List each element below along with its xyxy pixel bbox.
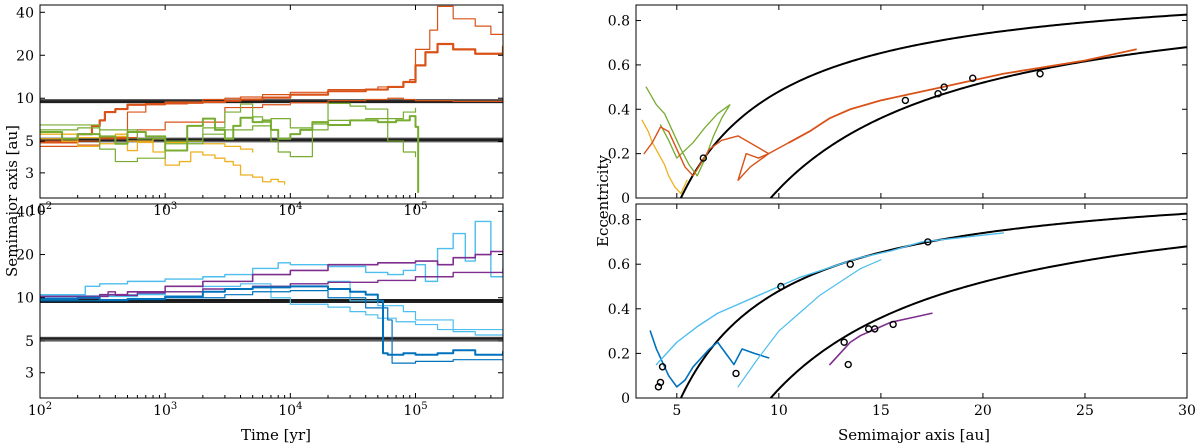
ecc-bottom-series-lightblue-2 xyxy=(737,259,882,388)
ecc-bottom-marker-8 xyxy=(844,360,852,369)
ecc-top-marker-2 xyxy=(934,90,942,98)
time-bottom-ytick-label-3: 20 xyxy=(16,248,34,264)
time-top-ytick-label-4: 40 xyxy=(16,5,34,21)
ecc-bottom-marker-5 xyxy=(846,260,854,268)
time-bottom-series-blue-1 xyxy=(40,285,503,356)
ecc-bottom-ytick-label-2: 0.4 xyxy=(608,302,630,318)
time-top-xtick-exponent-2: 4 xyxy=(296,201,302,212)
time-top-series-green-3 xyxy=(40,107,417,158)
time-top-xtick-exponent-1: 3 xyxy=(171,201,177,212)
ecc-bottom-series-lightblue xyxy=(655,232,1005,366)
ecc-top-marker-5 xyxy=(1036,70,1044,78)
ecc-top-perihelion-curve-0 xyxy=(680,13,1187,198)
time-top-xtick-exponent-0: 2 xyxy=(46,201,52,212)
time-bottom-series-blue-2 xyxy=(40,290,503,364)
ecc-bottom-marker-9 xyxy=(864,325,873,333)
time-top-ytick-label-3: 20 xyxy=(16,48,34,64)
ecc-bottom-perihelion-curve-0 xyxy=(680,212,1187,398)
time-bottom-xtick-exponent-2: 4 xyxy=(296,401,302,412)
ecc-bottom-xtick-label-1: 10 xyxy=(770,403,788,419)
ecc-bottom-marker-2 xyxy=(658,363,667,371)
ecc-top-ytick-label-2: 0.4 xyxy=(608,102,630,118)
ecc-top-marker-4 xyxy=(969,74,977,82)
ecc-top-marker-1 xyxy=(901,96,910,105)
left-x-axis-label: Time [yr] xyxy=(241,426,311,444)
time-bottom-xtick-label-3: 105 xyxy=(403,401,427,419)
ecc-top-plot-area xyxy=(641,13,1187,198)
time-top-ytick-label-1: 5 xyxy=(25,134,34,150)
ecc-bottom-series-blue xyxy=(649,330,770,388)
time-bottom-panel: 102 103 104 105 3 5 10 20 40 xyxy=(16,203,504,419)
time-top-plot-area xyxy=(40,5,503,194)
ecc-bottom-marker-6 xyxy=(924,238,932,246)
time-bottom-xtick-label-0: 102 xyxy=(28,401,52,419)
ecc-bottom-xtick-label-4: 25 xyxy=(1076,403,1094,419)
time-top-ytick-label-0: 3 xyxy=(25,166,34,182)
ecc-bottom-xtick-label-3: 20 xyxy=(974,403,992,419)
ecc-top-series-orange-inner xyxy=(643,126,790,181)
left-y-axis-label: Semimajor axis [au] xyxy=(3,125,21,277)
time-bottom-ytick-label-0: 3 xyxy=(25,366,34,382)
time-bottom-series-purple-2 xyxy=(40,267,503,300)
ecc-top-ytick-label-0: 0 xyxy=(621,191,630,207)
ecc-bottom-xtick-label-5: 30 xyxy=(1178,403,1196,419)
ecc-top-perihelion-curve-1 xyxy=(769,46,1187,198)
time-top-ytick-label-2: 10 xyxy=(16,91,34,107)
time-bottom-xtick-label-2: 104 xyxy=(278,401,302,419)
time-top-series-orange-3 xyxy=(40,97,503,142)
ecc-bottom-ytick-label-4: 0.8 xyxy=(608,213,630,229)
time-bottom-xtick-label-1: 103 xyxy=(153,401,177,419)
ecc-top-frame xyxy=(635,4,1188,199)
time-bottom-ytick-label-1: 5 xyxy=(25,334,34,350)
ecc-top-series-green xyxy=(645,86,731,177)
time-bottom-ytick-label-2: 10 xyxy=(16,291,34,307)
time-bottom-plot-area xyxy=(40,206,503,364)
ecc-bottom-marker-11 xyxy=(889,320,897,329)
ecc-bottom-xtick-label-0: 5 xyxy=(672,403,681,419)
ecc-top-series-orange-outer xyxy=(788,48,1137,144)
right-y-axis-label: Eccentricity xyxy=(594,154,612,247)
ecc-bottom-ytick-label-3: 0.6 xyxy=(608,257,630,273)
ecc-bottom-marker-10 xyxy=(871,325,879,333)
ecc-bottom-marker-3 xyxy=(732,369,740,378)
right-x-axis-label: Semimajor axis [au] xyxy=(838,426,990,444)
ecc-bottom-frame xyxy=(635,203,1188,399)
time-bottom-xtick-exponent-3: 5 xyxy=(421,401,427,412)
time-bottom-ytick-label-4: 40 xyxy=(16,204,34,220)
ecc-bottom-marker-7 xyxy=(840,338,848,346)
time-bottom-xtick-exponent-1: 3 xyxy=(171,401,177,412)
ecc-bottom-xtick-label-2: 15 xyxy=(872,403,890,419)
ecc-bottom-marker-1 xyxy=(656,378,665,387)
ecc-top-ytick-label-1: 0.2 xyxy=(608,147,630,163)
ecc-top-ytick-label-3: 0.6 xyxy=(608,58,630,74)
time-top-xtick-exponent-3: 5 xyxy=(421,201,427,212)
time-bottom-frame xyxy=(39,203,504,399)
ecc-bottom-marker-4 xyxy=(777,282,785,291)
time-top-series-yellow-1 xyxy=(40,133,286,185)
ecc-top-ytick-label-4: 0.8 xyxy=(608,14,630,30)
ecc-bottom-plot-area xyxy=(649,212,1187,398)
time-bottom-series-lightblue-1 xyxy=(40,206,503,296)
time-top-series-orange-1 xyxy=(40,42,503,144)
time-top-series-orange-2 xyxy=(40,5,503,147)
time-bottom-xtick-exponent-0: 2 xyxy=(46,401,52,412)
ecc-top-marker-3 xyxy=(940,83,948,91)
time-top-series-green-2 xyxy=(40,102,417,163)
ecc-bottom-panel: 5 10 15 20 25 30 0 0.2 0.4 0.6 0.8 xyxy=(608,203,1196,419)
ecc-bottom-ytick-label-0: 0 xyxy=(621,391,630,407)
ecc-top-marker-0 xyxy=(699,154,708,162)
ecc-bottom-perihelion-curve-1 xyxy=(769,245,1187,398)
ecc-top-panel: 0 0.2 0.4 0.6 0.8 xyxy=(608,4,1188,207)
time-top-frame xyxy=(39,4,504,199)
time-top-series-green-1 xyxy=(40,115,420,194)
ecc-bottom-ytick-label-1: 0.2 xyxy=(608,346,630,362)
ecc-top-series-yellow xyxy=(641,119,688,195)
time-bottom-series-purple-1 xyxy=(40,250,503,298)
